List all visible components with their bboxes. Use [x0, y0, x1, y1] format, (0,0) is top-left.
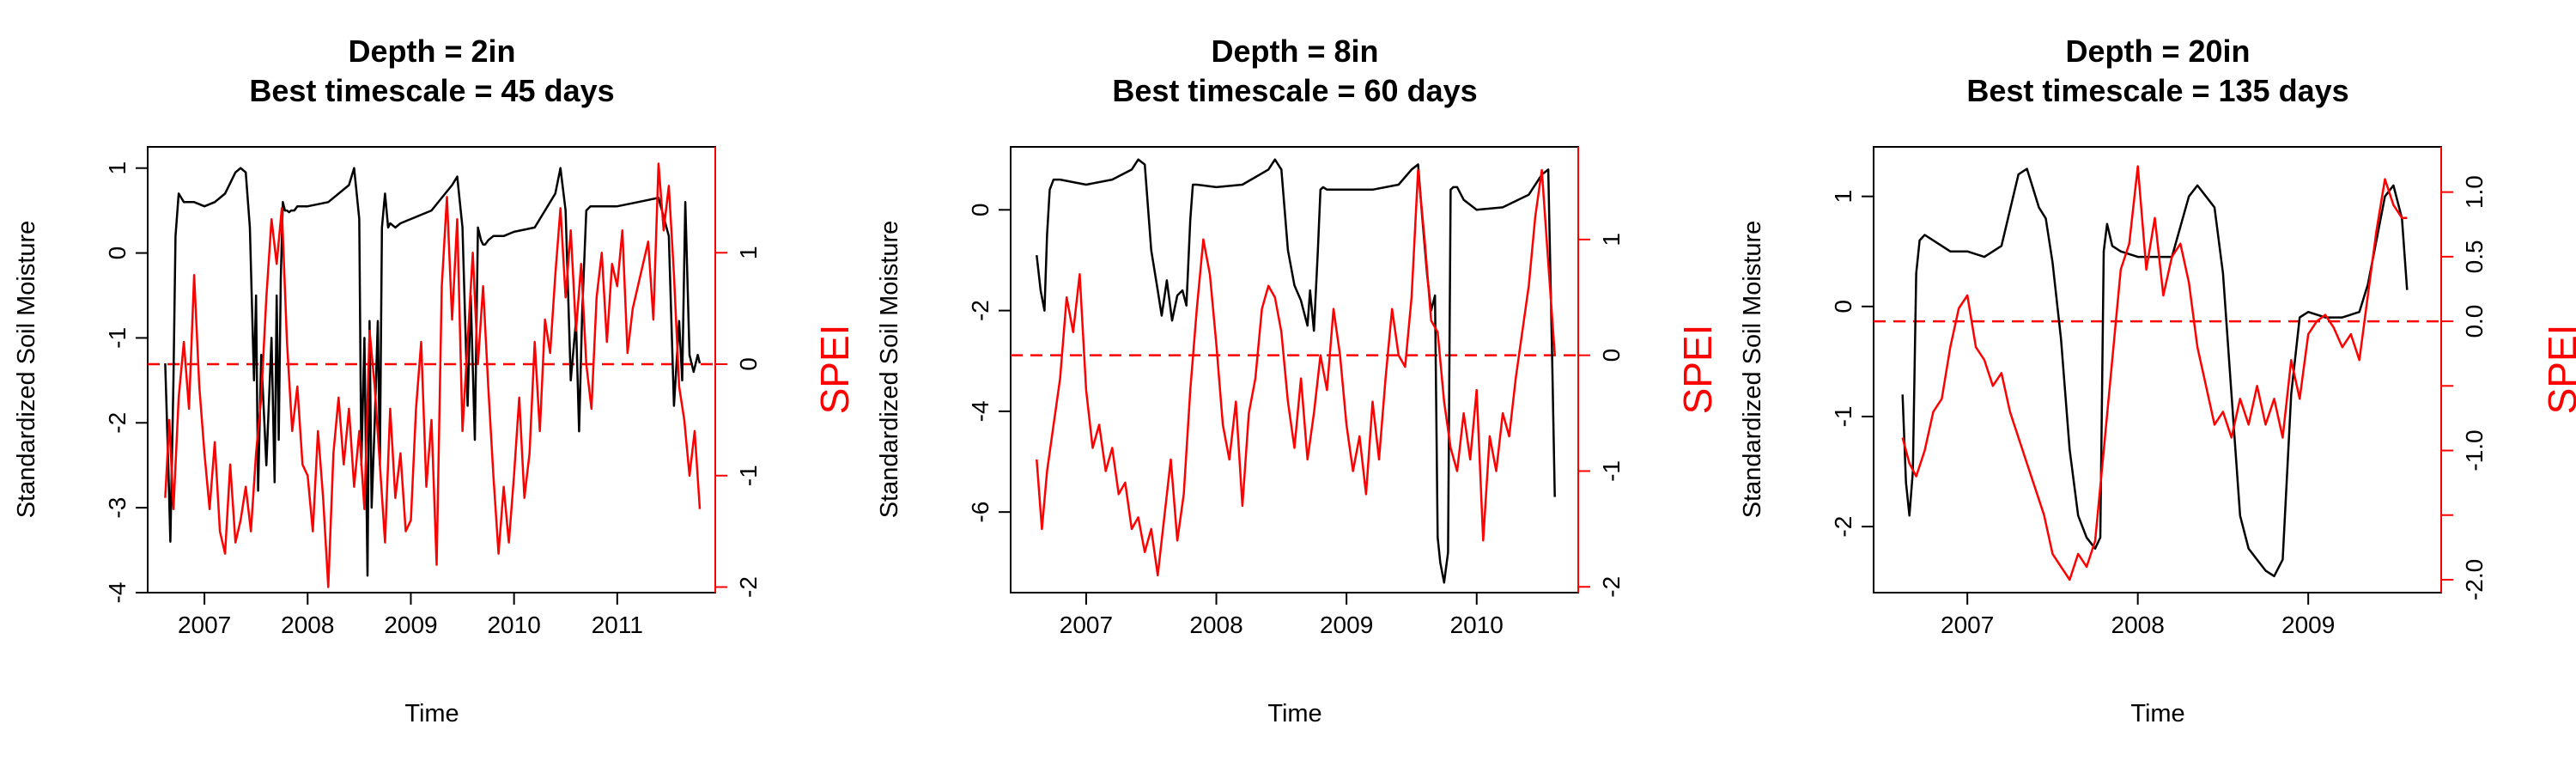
y2-tick-label: 1	[735, 246, 762, 259]
y-tick-label: -2	[104, 412, 131, 434]
y-axis-label-right: SPEI	[812, 325, 857, 415]
spei-series-line	[164, 162, 702, 588]
soil-moisture-series-line	[164, 167, 702, 577]
y2-tick-label: -1	[735, 465, 762, 486]
y2-tick-label: -1.0	[2461, 429, 2488, 471]
y2-tick-label: -2	[735, 576, 762, 598]
panel-subtitle: Best timescale = 135 days	[1966, 73, 2348, 108]
y-tick-label: -4	[104, 582, 131, 604]
y2-tick-label: 0	[735, 357, 762, 371]
y2-tick-label: 0	[1598, 349, 1625, 362]
y-tick-label: -2	[1830, 516, 1856, 538]
panel-depth-2in: Depth = 2in Best timescale = 45 days Tim…	[13, 33, 857, 727]
panel-title: Depth = 8in	[1211, 33, 1378, 69]
y-axis-label-right: SPEI	[2540, 325, 2576, 415]
y-axis-label-left: Standardized Soil Moisture	[1739, 221, 1766, 519]
y-tick-label: -1	[1830, 406, 1856, 428]
y2-tick-label: -2.0	[2461, 559, 2488, 600]
y-tick-label: -3	[104, 497, 131, 519]
y2-tick-label: 1.0	[2461, 175, 2488, 209]
panel-subtitle: Best timescale = 60 days	[1112, 73, 1477, 108]
x-axis-label: Time	[404, 700, 459, 727]
y-tick-label: 1	[104, 161, 131, 175]
plot-frame	[147, 146, 716, 593]
x-tick-label: 2009	[384, 612, 437, 638]
y2-tick-label: 1	[1598, 233, 1625, 247]
x-tick-label: 2010	[487, 612, 540, 638]
y-tick-label: 0	[104, 247, 131, 260]
x-tick-label: 2007	[1060, 612, 1113, 638]
x-tick-label: 2008	[2111, 612, 2165, 638]
soil-moisture-series-line	[1901, 167, 2409, 578]
plot-frame	[1010, 146, 1579, 593]
y-tick-label: 0	[1830, 300, 1856, 313]
y-axis-label-left: Standardized Soil Moisture	[13, 221, 40, 519]
y2-tick-label: 0.0	[2461, 305, 2488, 338]
panel-title: Depth = 20in	[2065, 33, 2250, 69]
x-tick-label: 2008	[1189, 612, 1242, 638]
y-tick-label: -1	[104, 327, 131, 349]
x-tick-label: 2009	[2281, 612, 2335, 638]
y-tick-label: -6	[967, 502, 993, 523]
y2-tick-label: 0.5	[2461, 240, 2488, 273]
spei-series-line	[1901, 165, 2408, 581]
x-tick-label: 2008	[281, 612, 334, 638]
y-tick-label: 1	[1830, 190, 1856, 204]
y2-tick-label: -2	[1598, 576, 1625, 598]
y-axis-label-left: Standardized Soil Moisture	[876, 221, 903, 519]
spei-series-line	[1036, 168, 1556, 577]
soil-moisture-series-line	[1036, 158, 1556, 584]
y-axis-label-right: SPEI	[1675, 325, 1720, 415]
x-tick-label: 2011	[592, 612, 643, 638]
x-axis-label: Time	[1267, 700, 1321, 727]
panel-depth-20in: Depth = 20in Best timescale = 135 days T…	[1739, 33, 2576, 727]
x-tick-label: 2007	[178, 612, 231, 638]
x-tick-label: 2010	[1450, 612, 1504, 638]
panel-title: Depth = 2in	[348, 33, 515, 69]
y-tick-label: -2	[967, 300, 993, 321]
x-axis-label: Time	[2130, 700, 2184, 727]
panel-depth-8in: Depth = 8in Best timescale = 60 days Tim…	[876, 33, 1720, 727]
panel-subtitle: Best timescale = 45 days	[249, 73, 614, 108]
plot-frame	[1873, 146, 2442, 593]
y-tick-label: 0	[967, 204, 993, 217]
y-tick-label: -4	[967, 400, 993, 422]
x-tick-label: 2009	[1320, 612, 1373, 638]
x-tick-label: 2007	[1941, 612, 1994, 638]
y2-tick-label: -1	[1598, 460, 1625, 482]
